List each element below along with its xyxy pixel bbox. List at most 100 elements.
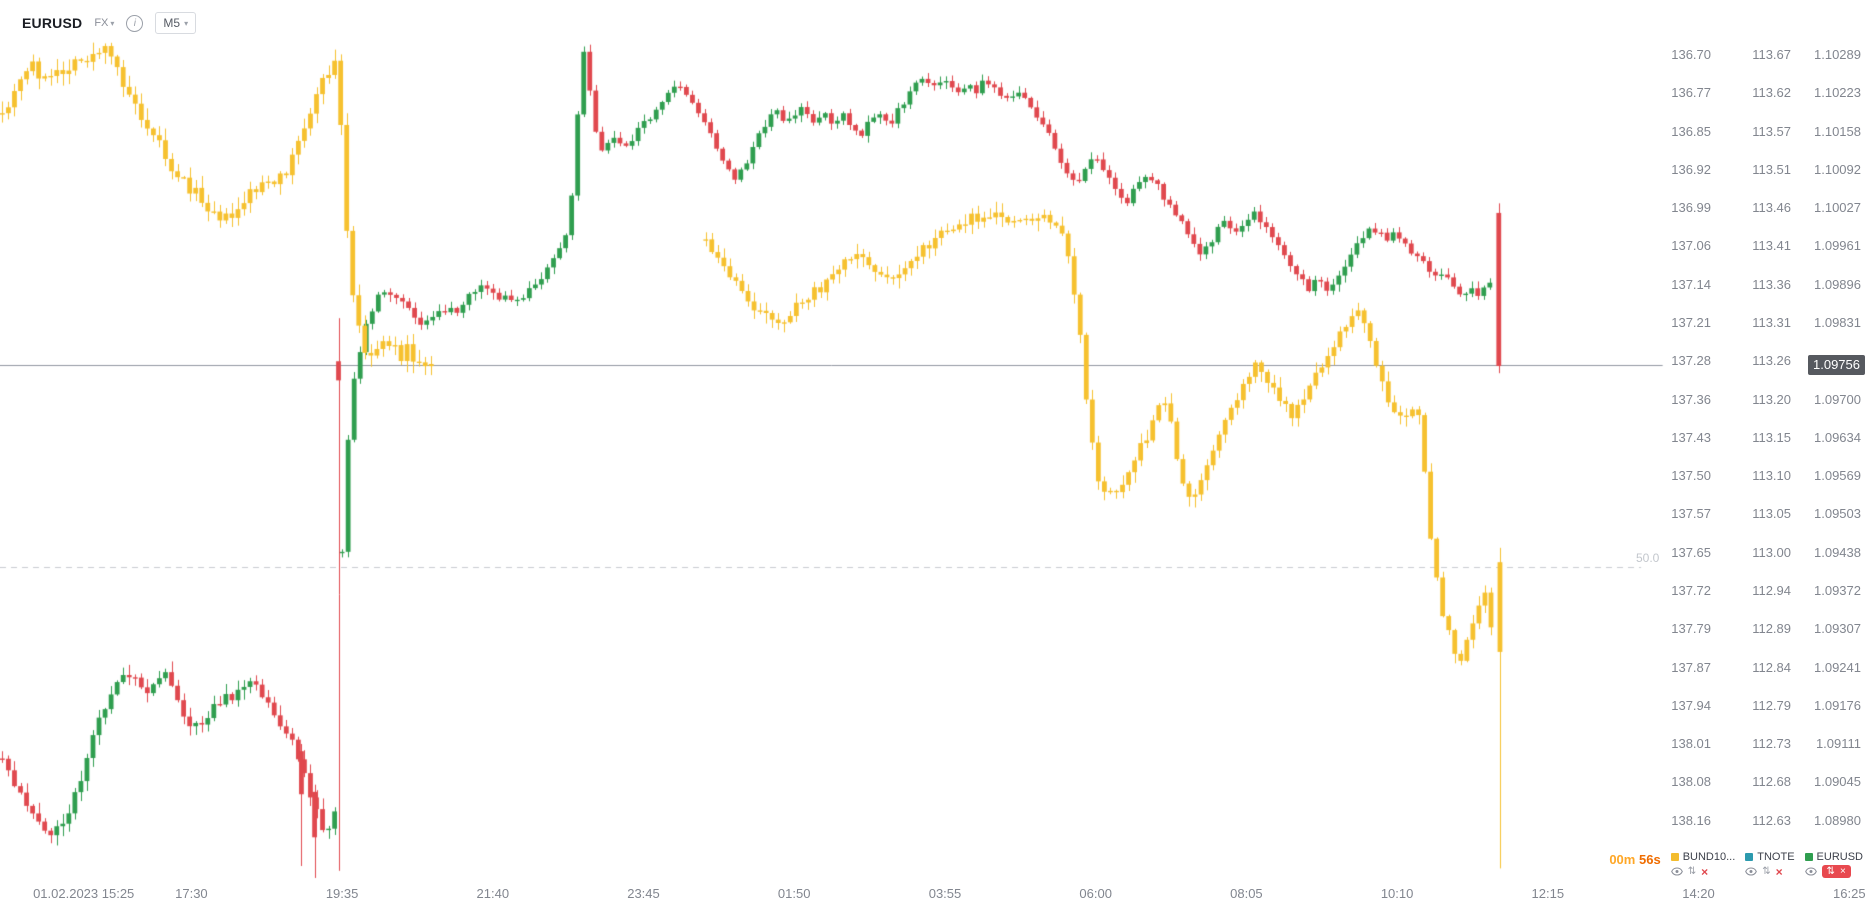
price-label: 1.09111 <box>1815 736 1861 751</box>
selected-instrument-badge[interactable]: ⇅ × <box>1821 865 1851 878</box>
chevron-down-icon: ▾ <box>184 18 189 28</box>
close-icon[interactable]: × <box>1775 864 1783 879</box>
price-label: 137.72 <box>1671 582 1711 598</box>
price-label: 136.99 <box>1671 200 1711 216</box>
price-label: 1.10027 <box>1814 200 1861 216</box>
time-label: 12:15 <box>1531 886 1565 901</box>
price-label: 1.08980 <box>1814 812 1861 828</box>
chevron-down-icon: ▾ <box>110 18 115 28</box>
market-label: FX <box>94 17 109 29</box>
price-label: 1.10289 <box>1814 47 1861 62</box>
current-price-badge: 1.09756 <box>1808 355 1865 375</box>
time-label: 21:40 <box>476 886 510 901</box>
time-label: 17:30 <box>175 886 208 901</box>
legend-item-label: TNOTE <box>1757 851 1795 863</box>
sort-icon[interactable]: ⇅ <box>1762 865 1771 877</box>
price-label: 112.94 <box>1752 582 1791 598</box>
timeframe-label: M5 <box>163 16 181 30</box>
price-label: 1.09307 <box>1814 621 1861 637</box>
legend-item-eurusd[interactable]: EURUSD ⇅ × <box>1804 851 1863 878</box>
price-label: 138.08 <box>1671 774 1711 790</box>
time-label: 06:00 <box>1079 886 1112 901</box>
price-label: 112.68 <box>1752 774 1791 790</box>
price-label: 138.01 <box>1671 736 1711 751</box>
timer-seconds: 56s <box>1638 852 1661 867</box>
time-label: 01.02.2023 15:25 <box>33 886 135 901</box>
price-label: 112.79 <box>1752 697 1791 713</box>
symbol-toolbar: EURUSD FX ▾ i M5 ▾ <box>22 12 197 34</box>
legend-color-swatch <box>1804 853 1813 861</box>
info-icon[interactable]: i <box>126 14 144 32</box>
price-label: 113.31 <box>1752 315 1791 330</box>
price-axis[interactable]: 136.70 113.67 1.10289 136.77 113.62 1.10223 13… <box>1656 0 1866 880</box>
price-label: 137.28 <box>1671 353 1711 369</box>
price-label: 1.09896 <box>1814 276 1861 292</box>
sort-icon[interactable]: ⇅ <box>1687 865 1697 877</box>
price-label: 137.06 <box>1671 238 1711 254</box>
level-line-label: 50.0 <box>1636 551 1660 565</box>
price-label: 1.09372 <box>1814 582 1861 598</box>
price-label: 137.21 <box>1671 315 1711 330</box>
price-label: 113.46 <box>1752 200 1791 216</box>
price-label: 137.50 <box>1671 468 1711 484</box>
legend-color-swatch <box>1745 853 1754 861</box>
price-label: 113.41 <box>1752 238 1791 254</box>
market-badge[interactable]: FX ▾ <box>94 17 114 29</box>
close-icon[interactable]: × <box>1701 864 1709 879</box>
price-label: 138.16 <box>1671 812 1711 828</box>
price-label: 113.10 <box>1752 468 1791 484</box>
price-label: 137.36 <box>1671 391 1711 407</box>
legend-item-tnote[interactable]: TNOTE ⇅ × <box>1745 851 1795 879</box>
time-label: 10:10 <box>1380 886 1414 901</box>
eye-icon[interactable] <box>1804 867 1817 876</box>
time-label: 01:50 <box>777 886 811 901</box>
price-label: 137.94 <box>1671 697 1711 713</box>
close-icon[interactable]: × <box>1839 866 1846 877</box>
price-label: 113.67 <box>1752 47 1791 62</box>
price-label: 136.85 <box>1671 123 1711 139</box>
price-label: 1.09831 <box>1814 315 1861 330</box>
price-label: 113.15 <box>1752 429 1791 445</box>
price-label: 113.26 <box>1752 353 1791 369</box>
price-label: 1.09045 <box>1814 774 1861 790</box>
legend-item-label: BUND10... <box>1682 851 1736 863</box>
time-label: 08:05 <box>1230 886 1263 901</box>
price-label: 1.09700 <box>1814 391 1861 407</box>
price-label: 1.09634 <box>1814 429 1861 445</box>
eye-icon[interactable] <box>1670 867 1683 876</box>
price-label: 137.14 <box>1671 276 1711 292</box>
price-label: 1.09569 <box>1814 468 1861 484</box>
price-label: 112.63 <box>1752 812 1791 828</box>
price-label: 1.10092 <box>1814 161 1861 177</box>
time-label: 23:45 <box>627 886 660 901</box>
price-label: 1.09503 <box>1814 506 1861 522</box>
price-label: 136.77 <box>1671 85 1711 101</box>
price-label: 113.36 <box>1752 276 1791 292</box>
sort-icon[interactable]: ⇅ <box>1826 866 1835 877</box>
legend-item-label: EURUSD <box>1816 851 1863 863</box>
legend-color-swatch <box>1670 853 1679 861</box>
time-axis[interactable]: 01.02.2023 15:25 17:30 19:35 21:40 23:45 01:5… <box>0 884 1866 904</box>
legend-item-bund10[interactable]: BUND10... ⇅ × <box>1670 851 1736 879</box>
price-label: 1.09438 <box>1814 544 1861 560</box>
price-label: 137.87 <box>1671 659 1711 675</box>
price-label: 136.70 <box>1671 47 1711 62</box>
price-label: 112.89 <box>1752 621 1791 637</box>
price-label: 113.57 <box>1752 123 1791 139</box>
price-label: 112.73 <box>1752 736 1791 751</box>
price-label: 1.09241 <box>1814 659 1861 675</box>
time-label: 14:20 <box>1682 886 1715 901</box>
eye-icon[interactable] <box>1745 867 1758 876</box>
price-label: 137.65 <box>1671 544 1711 560</box>
price-label: 1.09961 <box>1814 238 1861 254</box>
symbol-name[interactable]: EURUSD <box>22 15 83 31</box>
price-label: 137.43 <box>1671 429 1711 445</box>
price-label: 113.62 <box>1752 85 1791 101</box>
time-label: 19:35 <box>325 886 359 901</box>
price-label: 113.05 <box>1752 506 1791 522</box>
price-label: 112.84 <box>1752 659 1791 675</box>
timeframe-button[interactable]: M5 ▾ <box>155 12 197 34</box>
price-label: 136.92 <box>1671 161 1711 177</box>
